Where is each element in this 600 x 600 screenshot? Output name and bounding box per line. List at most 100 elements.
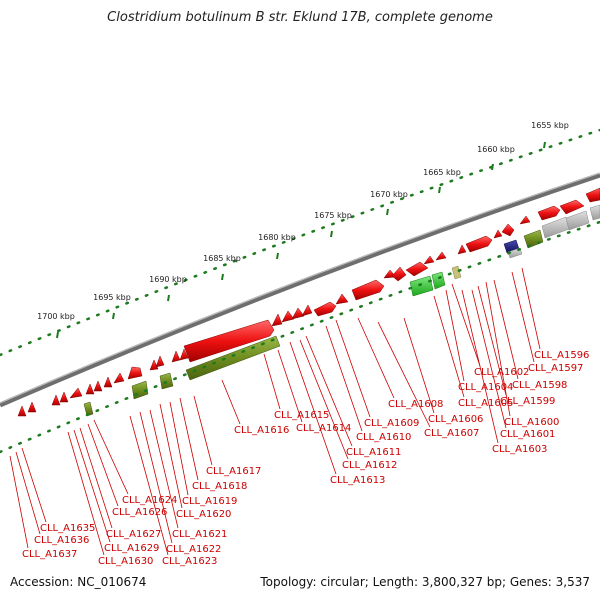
- pseudo-gene-block: [541, 216, 570, 239]
- forward-cds-arrow: [93, 380, 103, 392]
- gene-label: CLL_A1635: [40, 523, 95, 534]
- ruler-labels: 1655 kbp 1660 kbp 1665 kbp 1670 kbp 1675 kbp…: [37, 121, 569, 321]
- forward-cds-arrow: [281, 310, 295, 323]
- ruler-label: 1675 kbp: [314, 211, 352, 220]
- leader-line: [521, 267, 541, 350]
- forward-cds-arrow: [519, 215, 531, 225]
- gene-label: CLL_A1626: [112, 507, 167, 518]
- ruler-tick: [491, 163, 494, 171]
- leader-line: [139, 411, 173, 544]
- leader-line: [169, 401, 189, 496]
- label-leader-lines: [9, 267, 541, 556]
- leader-line: [493, 279, 519, 380]
- leader-line: [15, 451, 41, 535]
- gene-label: CLL_A1596: [534, 350, 589, 361]
- reverse-cds-block: [159, 372, 174, 390]
- forward-cds-arrow: [493, 229, 503, 239]
- gene-label: CLL_A1601: [500, 429, 555, 440]
- ruler-tick: [543, 141, 546, 149]
- pseudo-gene-block: [589, 204, 600, 221]
- leader-line: [485, 281, 511, 417]
- gene-label: CLL_A1624: [122, 495, 177, 506]
- gene-label: CLL_A1616: [234, 425, 289, 436]
- pseudo-gene-block: [451, 265, 462, 280]
- leader-line: [445, 289, 465, 382]
- genome-backbone-highlight: [0, 172, 600, 404]
- leader-line: [149, 409, 179, 529]
- forward-cds-arrow: [435, 251, 447, 261]
- forward-cds-arrow: [27, 401, 37, 413]
- gene-label: CLL_A1606: [428, 414, 483, 425]
- ruler-label: 1695 kbp: [93, 293, 131, 302]
- gene-label: CLL_A1611: [346, 447, 401, 458]
- ruler-tick: [112, 312, 115, 320]
- forward-cds-arrow: [51, 394, 61, 406]
- ruler-tick: [167, 294, 170, 302]
- gene-label: CLL_A1614: [296, 423, 351, 434]
- ruler-label: 1700 kbp: [37, 312, 75, 321]
- gene-label: CLL_A1629: [104, 543, 159, 554]
- gene-label: CLL_A1598: [512, 380, 567, 391]
- leader-line: [221, 379, 241, 425]
- gene-label: CLL_A1627: [106, 529, 161, 540]
- leader-line: [67, 431, 105, 556]
- forward-cds-arrow: [69, 387, 83, 399]
- leader-line: [511, 271, 535, 363]
- gene-label: CLL_A1622: [166, 544, 221, 555]
- leader-line: [451, 283, 481, 367]
- ruler-tick: [386, 208, 389, 216]
- reverse-cds-block: [523, 229, 544, 249]
- forward-cds-arrow: [113, 372, 125, 384]
- leader-line: [335, 319, 371, 418]
- ruler-label: 1685 kbp: [203, 254, 241, 263]
- leader-line: [93, 419, 129, 495]
- forward-strand-features: [17, 187, 600, 417]
- gene-label: CLL_A1613: [330, 475, 385, 486]
- leader-line: [179, 397, 199, 481]
- gene-label: CLL_A1615: [274, 410, 329, 421]
- gene-label: CLL_A1600: [504, 417, 559, 428]
- ruler-label: 1655 kbp: [531, 121, 569, 130]
- gene-label: CLL_A1619: [182, 496, 237, 507]
- forward-cds-arrow: [149, 359, 159, 371]
- ruler-tick: [276, 252, 279, 260]
- gene-label: CLL_A1605: [458, 398, 513, 409]
- forward-cds-arrow: [335, 293, 349, 305]
- leader-line: [377, 321, 431, 428]
- genome-summary-text: Topology: circular; Length: 3,800,327 bp…: [260, 575, 590, 589]
- gene-label: CLL_A1599: [500, 396, 555, 407]
- reverse-strand-features: [83, 204, 600, 417]
- reverse-cds-block: [185, 335, 281, 381]
- map-title: Clostridium botulinum B str. Eklund 17B,…: [107, 10, 493, 25]
- rna-feature: [409, 275, 434, 297]
- accession-text: Accession: NC_010674: [10, 575, 147, 589]
- leader-line: [129, 415, 169, 556]
- leader-line: [9, 455, 29, 549]
- forward-cds-arrow: [291, 307, 305, 320]
- gene-label: CLL_A1610: [356, 432, 411, 443]
- ruler-tick: [221, 273, 224, 281]
- forward-cds-arrow: [155, 355, 165, 368]
- gene-label: CLL_A1621: [172, 529, 227, 540]
- ruler-label: 1690 kbp: [149, 275, 187, 284]
- forward-cds-arrow: [85, 383, 95, 395]
- leader-line: [193, 395, 213, 466]
- gene-label: CLL_A1602: [474, 367, 529, 378]
- ruler-tick: [438, 186, 441, 194]
- gene-label: CLL_A1637: [22, 549, 77, 560]
- forward-cds-arrow: [171, 350, 181, 363]
- forward-cds-arrow: [559, 199, 585, 215]
- forward-cds-arrow: [537, 205, 561, 221]
- gene-label: CLL_A1617: [206, 466, 261, 477]
- leader-line: [477, 285, 507, 396]
- leader-line: [79, 427, 113, 529]
- gene-label: CLL_A1636: [34, 535, 89, 546]
- leader-line: [357, 317, 395, 399]
- forward-cds-arrow: [103, 376, 113, 388]
- ruler-label: 1665 kbp: [423, 168, 461, 177]
- gene-label: CLL_A1608: [388, 399, 443, 410]
- forward-cds-arrow: [127, 366, 143, 380]
- gene-label: CLL_A1623: [162, 556, 217, 567]
